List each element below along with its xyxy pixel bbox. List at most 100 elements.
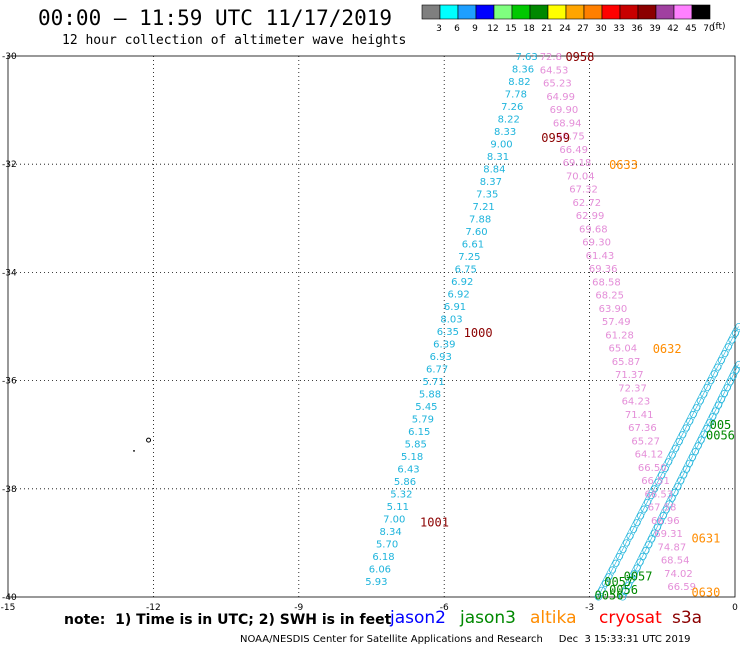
wave-height-label: 5.85 [405, 439, 427, 450]
colorbar-label: 70 [703, 24, 715, 34]
lon-tick-label: -3 [585, 603, 594, 613]
legend-item-altika: altika [530, 608, 577, 628]
altimeter-track-point [601, 579, 610, 588]
altimeter-track-point [700, 390, 708, 398]
altimeter-track-point [712, 407, 720, 415]
pass-time-label: 0633 [609, 158, 638, 172]
pass-time-label: 1000 [464, 326, 493, 340]
colorbar-swatch [637, 4, 657, 20]
altimeter-track-point [721, 349, 729, 358]
colorbar-swatch [511, 4, 531, 20]
wave-height-label: 65.87 [612, 357, 641, 368]
wave-height-label: 74.87 [658, 542, 687, 553]
colorbar-label: 45 [685, 24, 696, 34]
lon-tick-label: 0 [732, 603, 738, 613]
altimeter-track-point [651, 485, 659, 493]
colorbar-label: 15 [505, 24, 516, 34]
wave-height-label: 69.31 [654, 529, 683, 540]
colorbar-label: 18 [523, 24, 535, 34]
wave-height-label: 5.93 [365, 577, 387, 588]
altimeter-track-point [642, 546, 650, 555]
wave-height-label: 71.41 [625, 410, 654, 421]
wave-height-label: 65.23 [543, 79, 572, 90]
altimeter-track-point [648, 535, 656, 543]
altimeter-track-point [718, 395, 726, 403]
wave-height-label: 8.34 [380, 527, 402, 538]
wave-height-label: 8.22 [498, 114, 520, 125]
wave-height-label: 6.35 [437, 327, 459, 338]
altimeter-track-point [693, 404, 701, 412]
lon-tick-label: -9 [294, 603, 303, 613]
wave-height-label: 6.39 [433, 339, 455, 350]
wave-height-label: 66.50 [638, 463, 667, 474]
altimeter-track-point [696, 397, 704, 405]
legend-item-s3a: s3a [672, 608, 703, 628]
altimeter-track-point [675, 437, 683, 446]
altimeter-track-point [594, 593, 602, 601]
altimeter-track-point [654, 478, 662, 486]
altimeter-track-point [689, 410, 697, 418]
wave-height-label: 7.21 [473, 202, 495, 213]
wave-height-label: 71.37 [615, 370, 644, 381]
altimeter-track-point [703, 424, 711, 432]
pass-time-label: 0056 [609, 583, 638, 597]
pass-time-label: 0057 [624, 569, 653, 583]
pass-time-label: 0056 [706, 429, 735, 443]
lon-tick-label: -15 [1, 603, 16, 613]
altimeter-track-point [647, 492, 655, 500]
altimeter-track-point [672, 444, 680, 452]
wave-height-label: 8.82 [508, 77, 530, 88]
legend-item-jason3: jason3 [460, 608, 516, 628]
wave-height-label: 69.18 [563, 158, 592, 169]
wave-height-label: 8.31 [487, 152, 509, 163]
wave-height-label: 69.36 [589, 264, 618, 275]
wave-height-label: 6.06 [369, 564, 391, 575]
pass-time-label: 0631 [691, 531, 720, 545]
colorbar-swatch [601, 4, 621, 20]
lon-tick-label: -12 [146, 603, 161, 613]
figure-title: 00:00 – 11:59 UTC 11/17/2019 [38, 6, 393, 30]
altimeter-track-point [731, 329, 740, 337]
altimeter-track-point [661, 464, 669, 473]
altimeter-track-point [640, 505, 648, 513]
footer-credit: NOAA/NESDIS Center for Satellite Applica… [240, 634, 691, 645]
wave-height-label: 64.12 [635, 450, 664, 461]
island-mark [146, 437, 152, 443]
wave-height-label: 69.68 [579, 224, 608, 235]
colorbar-swatch [529, 4, 549, 20]
colorbar-label: 42 [667, 24, 678, 34]
wave-height-label: 62.99 [576, 211, 605, 222]
altimeter-track-point [679, 431, 687, 439]
lat-tick-label: -40 [2, 593, 17, 603]
colorbar-label: 24 [559, 24, 571, 34]
altimeter-track-point [608, 566, 617, 574]
colorbar-label: 30 [595, 24, 607, 34]
wave-height-label: 74.02 [664, 569, 693, 580]
altimeter-track-point [626, 532, 634, 540]
altimeter-track-point [639, 552, 647, 560]
wave-height-label: 57.49 [602, 317, 631, 328]
note-text: note: 1) Time is in UTC; 2) SWH is in fe… [64, 612, 392, 628]
pass-time-label: 0057 [604, 575, 633, 589]
wave-height-label: 66.53 [644, 489, 673, 500]
wave-height-label: 64.99 [546, 92, 575, 103]
altimeter-track-point [724, 343, 733, 351]
altimeter-track-point [707, 377, 715, 385]
pass-time-label: 0632 [653, 342, 682, 356]
wave-height-label: 5.45 [415, 402, 437, 413]
altimeter-track-point [709, 413, 717, 421]
wave-height-label: 68.54 [661, 556, 690, 567]
wave-height-label: 67.32 [569, 185, 598, 196]
altimeter-track-point [735, 322, 740, 331]
colorbar-label: 36 [631, 24, 643, 34]
altimeter-track-point [656, 517, 665, 525]
wave-height-label: 6.61 [462, 239, 484, 250]
colorbar-label: 39 [649, 24, 661, 34]
colorbar-swatch [691, 4, 711, 20]
colorbar-label: 6 [454, 24, 460, 34]
altimeter-track-point [723, 384, 731, 392]
wave-height-label: 7.00 [383, 514, 405, 525]
colorbar-label: 27 [577, 24, 588, 34]
wave-height-label: 5.79 [412, 414, 434, 425]
wave-height-label: 72.8 [540, 52, 562, 63]
